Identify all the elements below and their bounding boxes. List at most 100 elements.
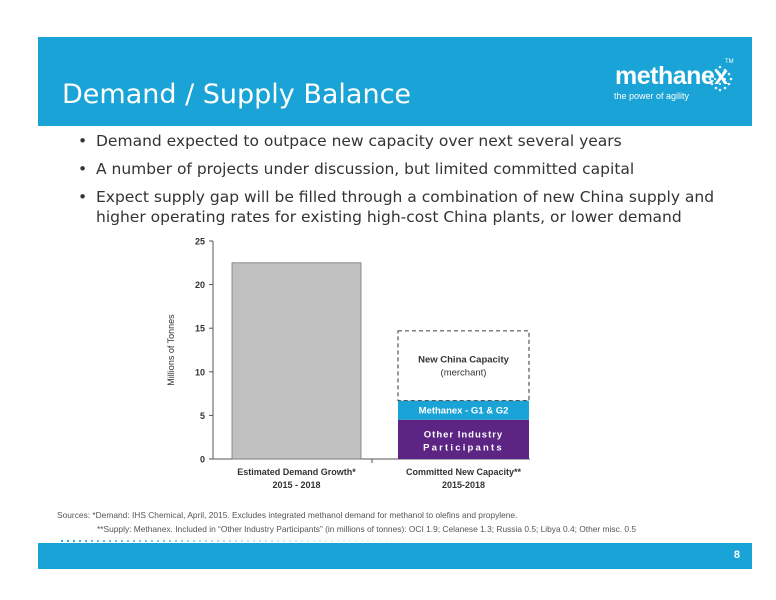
supply-segment-label: Other Industry Participants xyxy=(423,429,504,453)
x-category-label: Estimated Demand Growth* 2015 - 2018 xyxy=(237,467,356,490)
decorative-dot xyxy=(108,539,112,543)
decorative-dot xyxy=(241,540,243,542)
decorative-dot xyxy=(433,540,435,542)
decorative-dot xyxy=(331,540,333,542)
decorative-dot xyxy=(367,540,369,542)
decorative-dot xyxy=(307,540,309,542)
decorative-dot xyxy=(295,540,297,542)
header-band: Demand / Supply Balance methanex the pow… xyxy=(38,37,752,126)
bullet-item: A number of projects under discussion, b… xyxy=(78,159,718,179)
decorative-dot xyxy=(132,539,136,543)
decorative-dot xyxy=(277,540,279,542)
decorative-dot xyxy=(253,540,255,542)
decorative-dot xyxy=(475,540,477,542)
decorative-dot xyxy=(313,540,315,542)
decorative-dot xyxy=(415,540,417,542)
decorative-dot xyxy=(391,540,393,542)
methanex-logo: methanex the power of agility TM xyxy=(608,59,748,101)
decorative-dot xyxy=(84,539,88,543)
decorative-dot xyxy=(90,539,94,543)
sources-line-1: Sources: *Demand: IHS Chemical, April, 2… xyxy=(57,510,518,520)
decorative-dot xyxy=(157,540,159,542)
page-title: Demand / Supply Balance xyxy=(62,79,412,110)
decorative-dot xyxy=(337,540,339,542)
decorative-dot xyxy=(235,540,237,542)
decorative-dot xyxy=(145,540,147,542)
bullet-item: Expect supply gap will be filled through… xyxy=(78,187,718,227)
supply-segment-label: New China Capacity (merchant) xyxy=(418,355,510,379)
decorative-dot xyxy=(265,540,267,542)
decorative-dot xyxy=(403,540,405,542)
decorative-dot xyxy=(301,540,303,542)
bullet-item: Demand expected to outpace new capacity … xyxy=(78,131,718,151)
decorative-dot xyxy=(409,540,411,542)
supply-segment-label: Methanex - G1 & G2 xyxy=(419,406,509,417)
supply-segment-2 xyxy=(397,330,530,402)
bullet-list: Demand expected to outpace new capacity … xyxy=(78,131,718,235)
decorative-dot xyxy=(343,540,345,542)
logo-dots-icon xyxy=(708,65,733,92)
decorative-dot xyxy=(60,539,64,543)
decorative-dot xyxy=(397,540,399,542)
supply-segment-1 xyxy=(398,400,529,420)
decorative-dot xyxy=(205,540,207,542)
decorative-dot xyxy=(78,539,82,543)
decorative-dot xyxy=(451,540,453,542)
decorative-dot xyxy=(373,540,375,542)
decorative-dot xyxy=(102,539,106,543)
decorative-dot xyxy=(217,540,219,542)
logo-tagline: the power of agility xyxy=(614,91,690,101)
decorative-dot xyxy=(385,540,387,542)
decorative-dot xyxy=(427,540,429,542)
decorative-dot xyxy=(289,540,291,542)
decorative-dot xyxy=(319,540,321,542)
sources-line-2: **Supply: Methanex. Included in “Other I… xyxy=(97,524,637,534)
decorative-dot xyxy=(193,540,195,542)
decorative-dot xyxy=(96,539,100,543)
decorative-dot xyxy=(229,540,231,542)
y-tick-label: 15 xyxy=(195,324,205,334)
y-tick-label: 5 xyxy=(200,411,205,421)
logo-trademark: TM xyxy=(725,59,734,65)
decorative-dot xyxy=(355,540,357,542)
decorative-dot xyxy=(120,539,124,543)
y-tick-label: 25 xyxy=(195,237,205,247)
decorative-dot xyxy=(181,540,183,542)
decorative-dot xyxy=(439,540,441,542)
decorative-dot xyxy=(163,540,165,542)
y-tick-label: 10 xyxy=(195,367,205,377)
decorative-dot xyxy=(66,539,70,543)
decorative-dot xyxy=(463,540,465,542)
decorative-dot xyxy=(223,540,225,542)
decorative-dot xyxy=(283,540,285,542)
decorative-dot xyxy=(175,540,177,542)
decorative-dot xyxy=(271,540,273,542)
y-tick-label: 20 xyxy=(195,280,205,290)
decorative-dot xyxy=(361,540,363,542)
decorative-dot xyxy=(421,540,423,542)
decorative-dot xyxy=(211,540,213,542)
x-category-label: Committed New Capacity** 2015-2018 xyxy=(406,467,522,490)
decorative-dot xyxy=(114,539,118,543)
y-tick-label: 0 xyxy=(200,455,205,465)
decorative-dot xyxy=(259,540,261,542)
y-axis-title: Millions of Tonnes xyxy=(166,314,176,386)
decorative-dot xyxy=(139,540,141,542)
decorative-dot xyxy=(247,540,249,542)
footer-band: 8 xyxy=(38,543,752,569)
sources-note: Sources: *Demand: IHS Chemical, April, 2… xyxy=(57,508,757,536)
decorative-dot xyxy=(151,540,153,542)
decorative-dot xyxy=(187,540,189,542)
decorative-dot xyxy=(445,540,447,542)
decorative-dot xyxy=(349,540,351,542)
decorative-dot xyxy=(457,540,459,542)
decorative-dot xyxy=(72,539,76,543)
decorative-dot xyxy=(325,540,327,542)
page-number: 8 xyxy=(733,549,740,561)
decorative-dot xyxy=(169,540,171,542)
decorative-dot xyxy=(469,540,471,542)
demand-bar xyxy=(231,262,362,460)
supply-segment-0 xyxy=(398,419,529,459)
decorative-dot xyxy=(126,539,130,543)
